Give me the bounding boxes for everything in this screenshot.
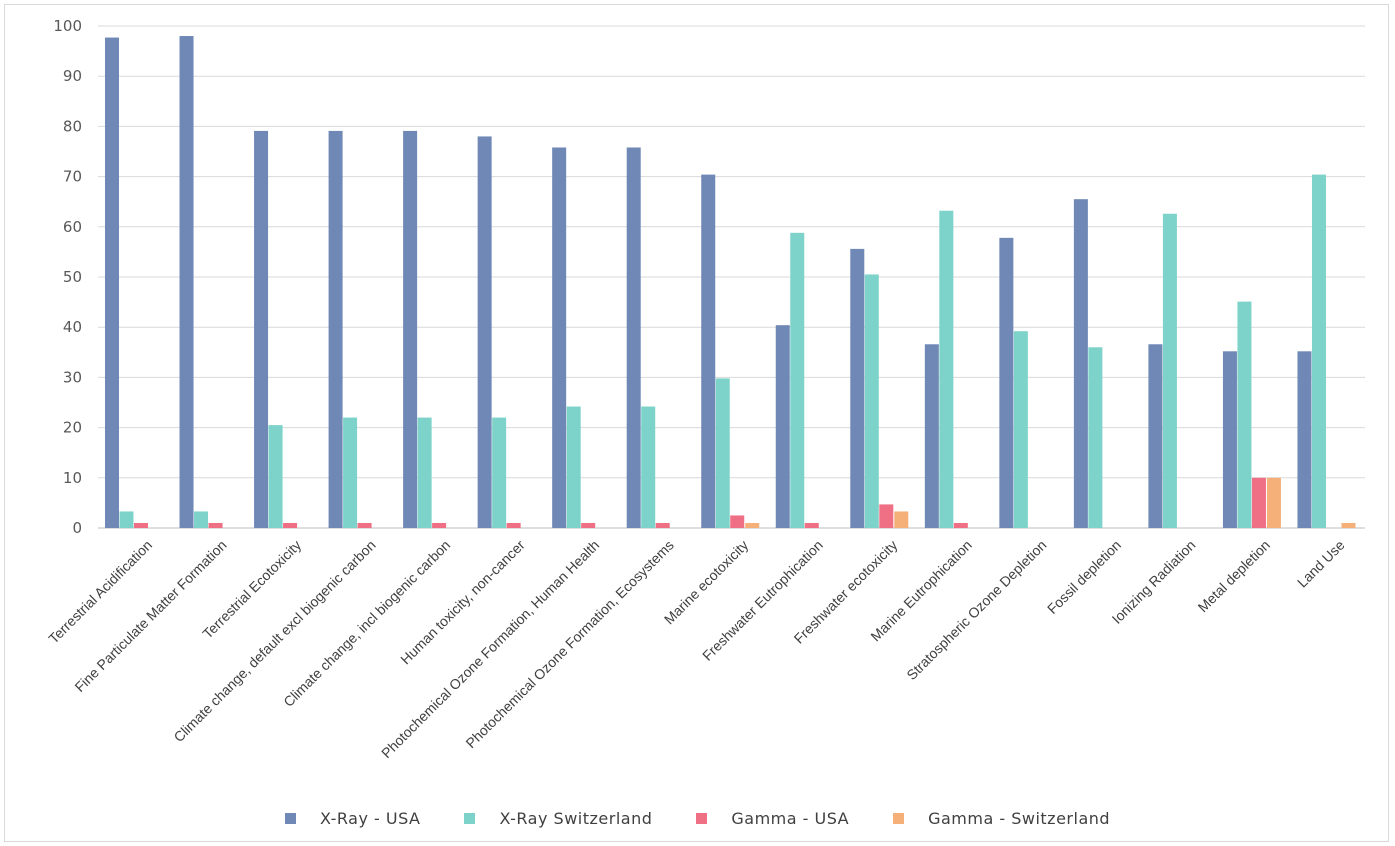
bar-0-12 [999, 237, 1014, 528]
x-tick-label: Stratospheric Ozone Depletion [903, 537, 1049, 683]
x-tick-label: Freshwater Eutrophication [699, 537, 826, 664]
bar-2-1 [208, 522, 223, 528]
bar-1-7 [641, 406, 656, 528]
bar-1-12 [1013, 331, 1028, 528]
bar-2-2 [283, 522, 298, 528]
bar-3-10 [894, 511, 909, 528]
bar-chart: 0 10 20 30 40 50 60 70 80 90 100 Terrestrial Acidi… [45, 17, 1365, 761]
bar-1-8 [715, 378, 730, 528]
bar-2-0 [134, 522, 148, 528]
bar-0-4 [403, 130, 418, 528]
x-tick-label: Land Use [1294, 537, 1348, 591]
bar-2-11 [953, 522, 968, 528]
legend-item: Gamma - USA [696, 809, 849, 828]
y-tick-label: 10 [63, 469, 82, 487]
bar-1-2 [268, 425, 283, 528]
bar-3-16 [1341, 522, 1356, 528]
y-tick-label: 30 [63, 368, 82, 386]
bar-1-16 [1311, 174, 1326, 529]
legend-label: Gamma - Switzerland [928, 808, 1111, 828]
bar-0-15 [1222, 351, 1237, 528]
bar-0-11 [924, 344, 939, 528]
y-tick-label: 100 [53, 17, 82, 35]
bars [105, 36, 1356, 529]
bar-1-4 [417, 417, 432, 528]
legend-label: X-Ray Switzerland [499, 808, 653, 828]
y-tick-label: 90 [63, 67, 82, 85]
x-tick-label: Human toxicity, non-cancer [397, 537, 528, 668]
legend-item: X-Ray - USA [284, 808, 421, 828]
y-tick-label: 60 [63, 218, 82, 236]
bar-1-10 [864, 274, 879, 528]
bar-1-13 [1088, 347, 1103, 528]
legend-swatch [893, 812, 905, 824]
bar-2-6 [581, 522, 596, 528]
y-tick-label: 20 [63, 419, 82, 437]
bar-3-8 [745, 522, 760, 528]
bar-2-5 [506, 522, 521, 528]
bar-0-0 [105, 37, 119, 529]
bar-1-0 [119, 511, 134, 528]
bar-0-16 [1297, 351, 1312, 528]
bar-1-14 [1162, 213, 1177, 529]
y-tick-label: 80 [63, 117, 82, 135]
bar-2-4 [432, 522, 447, 528]
bar-1-5 [492, 417, 507, 528]
bar-0-10 [850, 248, 865, 528]
bar-0-5 [477, 136, 492, 528]
bar-2-15 [1251, 477, 1266, 528]
x-tick-label: Ionizing Radiation [1109, 537, 1199, 627]
bar-0-1 [179, 36, 194, 528]
y-tick-label: 70 [63, 168, 82, 186]
legend-item: X-Ray Switzerland [464, 809, 652, 828]
bar-2-3 [357, 522, 372, 528]
bar-2-9 [804, 522, 819, 528]
bar-0-13 [1073, 199, 1088, 528]
x-tick-label: Fine Particulate Matter Formation [71, 537, 229, 695]
legend-label: Gamma - USA [731, 808, 850, 828]
bar-0-7 [626, 147, 641, 528]
y-tick-label: 50 [63, 268, 82, 286]
legend-item: Gamma - Switzerland [893, 809, 1110, 828]
y-tick-label: 40 [63, 318, 82, 336]
legend-label: X-Ray - USA [319, 808, 421, 828]
bar-1-3 [343, 417, 358, 528]
y-tick-label: 0 [72, 519, 82, 537]
bar-0-2 [254, 130, 269, 528]
bar-2-8 [730, 515, 745, 528]
bar-1-1 [194, 511, 209, 528]
x-tick-label: Fossil depletion [1044, 537, 1124, 617]
bar-1-9 [790, 232, 805, 528]
y-axis: 0 10 20 30 40 50 60 70 80 90 100 [53, 17, 82, 537]
bar-0-8 [701, 174, 716, 529]
legend-swatch [464, 812, 476, 824]
bar-0-6 [552, 147, 567, 528]
legend: X-Ray - USA X-Ray Switzerland Gamma - USA G… [0, 806, 1395, 830]
bar-0-3 [328, 130, 343, 528]
bar-2-7 [655, 522, 670, 528]
legend-swatch [696, 812, 708, 824]
bar-1-6 [566, 406, 581, 528]
bar-1-15 [1237, 301, 1252, 528]
bar-1-11 [939, 210, 954, 528]
bar-2-10 [879, 504, 894, 528]
bar-3-15 [1266, 477, 1281, 528]
bar-0-14 [1148, 344, 1163, 528]
x-tick-label: Climate change, incl biogenic carbon [280, 537, 453, 710]
x-tick-label: Metal depletion [1195, 537, 1273, 615]
legend-swatch [284, 812, 296, 824]
bar-0-9 [775, 325, 790, 528]
